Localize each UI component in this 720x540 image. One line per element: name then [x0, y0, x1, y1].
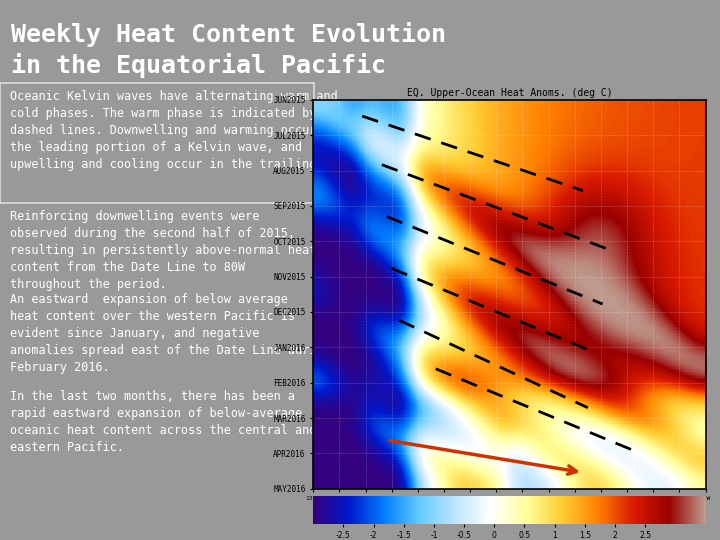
Text: In the last two months, there has been a
rapid eastward expansion of below-avera: In the last two months, there has been a…: [9, 390, 316, 454]
Title: EQ. Upper-Ocean Heat Anoms. (deg C): EQ. Upper-Ocean Heat Anoms. (deg C): [407, 87, 612, 98]
Text: Oceanic Kelvin waves have alternating warm and
cold phases. The warm phase is in: Oceanic Kelvin waves have alternating wa…: [9, 90, 380, 171]
Text: in the Equatorial Pacific: in the Equatorial Pacific: [11, 53, 386, 78]
Text: Reinforcing downwelling events were
observed during the second half of 2015,
res: Reinforcing downwelling events were obse…: [9, 210, 316, 291]
Text: An eastward  expansion of below average
heat content over the western Pacific is: An eastward expansion of below average h…: [9, 293, 330, 374]
Text: Weekly Heat Content Evolution: Weekly Heat Content Evolution: [11, 22, 446, 47]
FancyBboxPatch shape: [0, 83, 314, 203]
